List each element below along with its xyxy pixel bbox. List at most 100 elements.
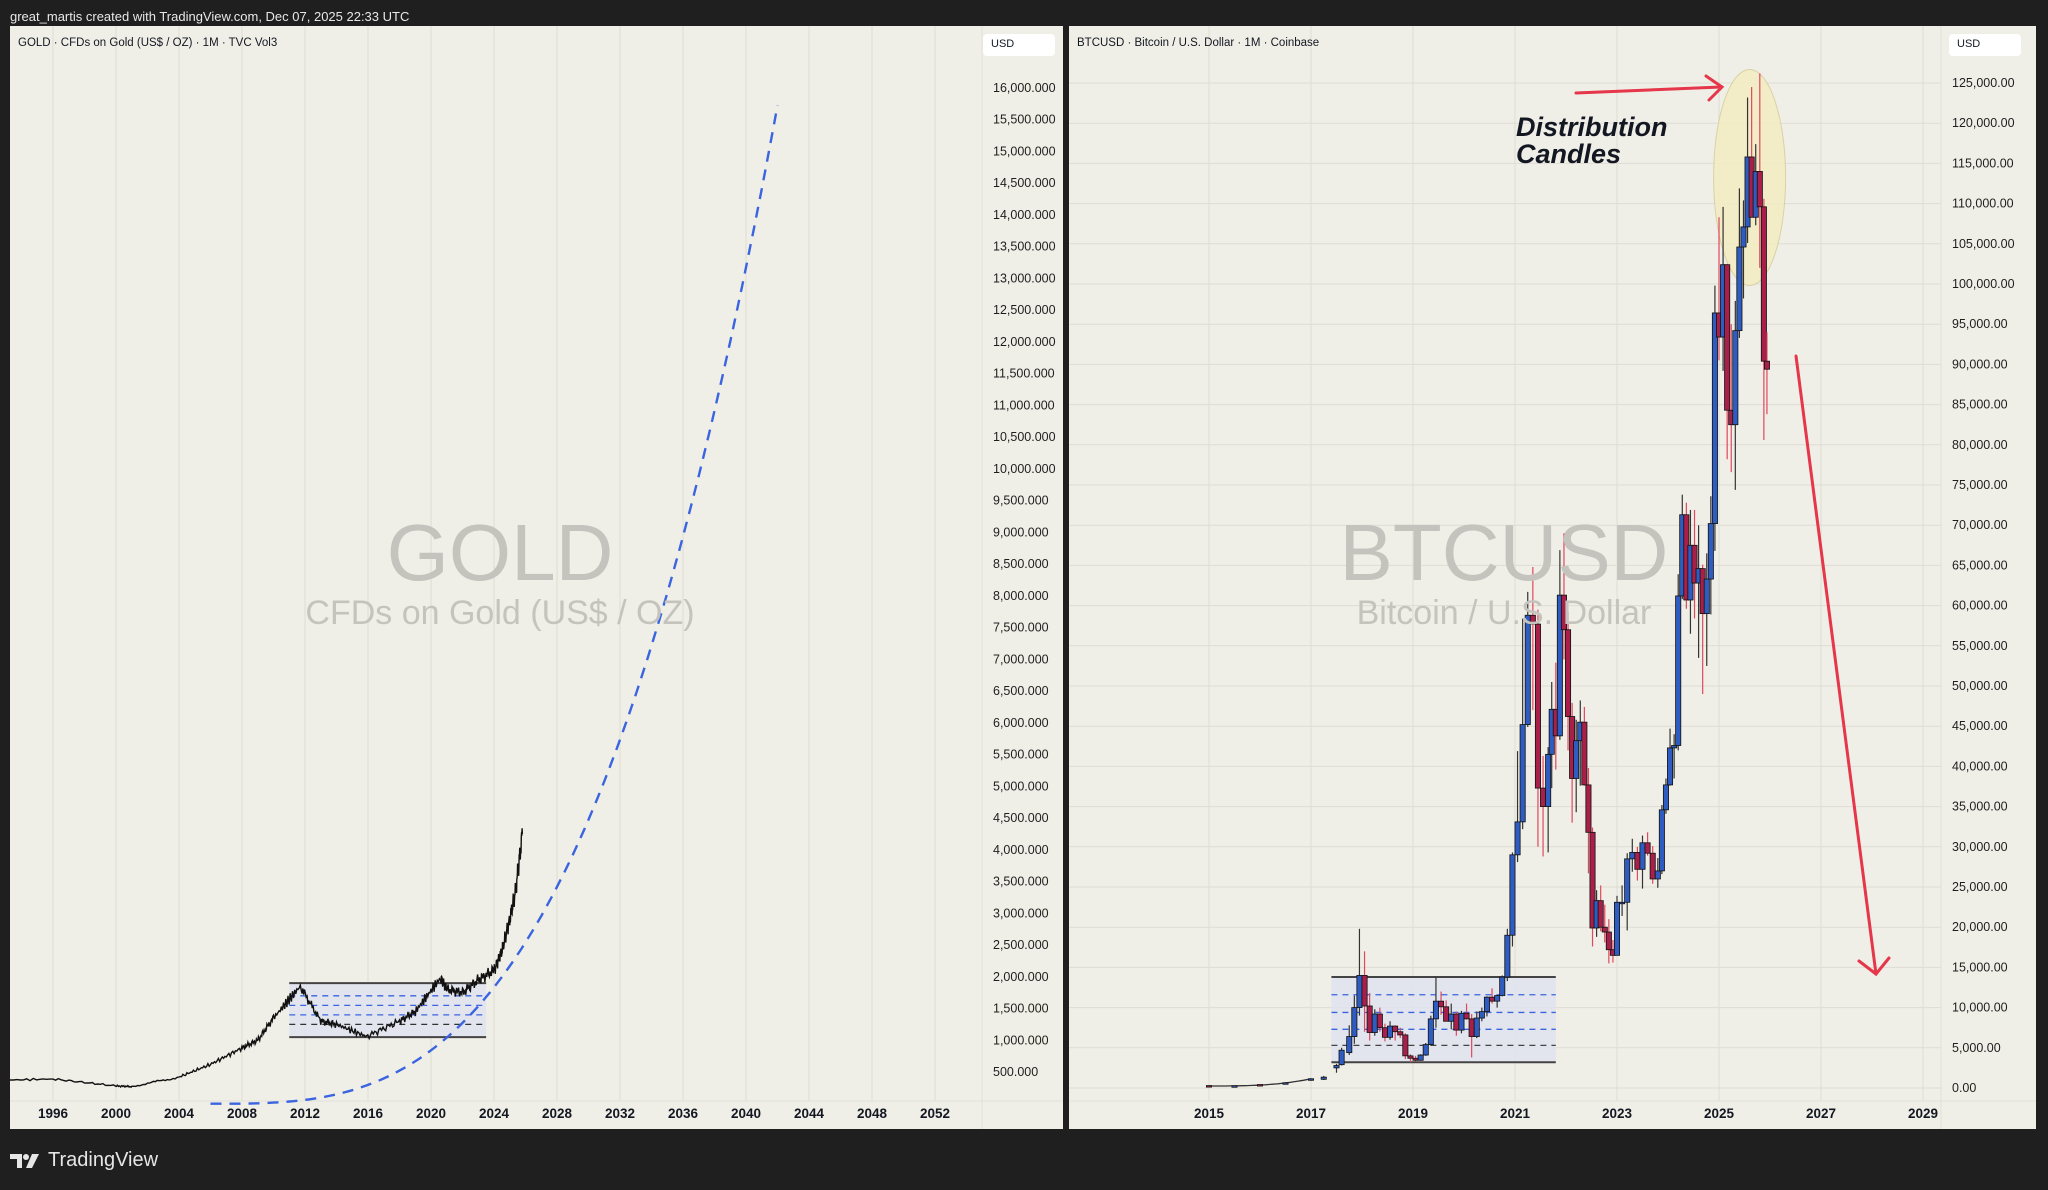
btc-candle <box>1736 188 1743 338</box>
gold-price-tick: 8,500.000 <box>993 557 1049 571</box>
btc-candle <box>1231 1085 1238 1088</box>
btc-candle <box>1483 996 1490 1017</box>
btc-candle <box>1361 951 1368 1032</box>
arrow-head <box>1704 74 1725 102</box>
candle-body <box>1256 1084 1263 1087</box>
btc-candle <box>1601 904 1608 943</box>
candle-body <box>1494 995 1501 1002</box>
gold-price-tick: 5,000.000 <box>993 779 1049 793</box>
gold-chart-canvas[interactable]: 1996 2000 2004 2008 2012 2016 2020 2024 2028 2032… <box>10 26 1063 1129</box>
btc-price-tick: 25,000.00 <box>1952 880 2008 894</box>
btc-currency-button[interactable]: USD <box>1949 34 2021 56</box>
gold-chart-panel[interactable]: 1996 2000 2004 2008 2012 2016 2020 2024 2028 2032… <box>10 26 1063 1129</box>
btc-time-tick: 2027 <box>1806 1106 1836 1121</box>
btc-candle <box>1529 567 1536 711</box>
annotation-line-2: Candles <box>1516 139 1622 169</box>
btc-candle <box>1432 977 1439 1028</box>
btc-time-tick: 2023 <box>1602 1106 1633 1121</box>
gold-time-tick: 2044 <box>794 1106 825 1121</box>
gold-price-tick: 500.000 <box>993 1065 1038 1079</box>
btc-candle <box>1560 533 1567 660</box>
candle-body <box>1463 1012 1470 1020</box>
gold-watermark-desc: CFDs on Gold (US$ / OZ) <box>305 594 695 632</box>
gold-price-tick: 14,500.000 <box>993 176 1056 190</box>
tradingview-logo-icon <box>10 1153 39 1168</box>
candle-body <box>1519 724 1526 823</box>
candle-body <box>1639 842 1646 870</box>
btc-price-tick: 80,000.00 <box>1952 438 2008 452</box>
candle-body <box>1387 1025 1394 1038</box>
candle-body <box>1707 523 1714 580</box>
distribution-candles-annotation: Distribution Candles <box>1516 114 1667 168</box>
btc-legend: BTCUSD · Bitcoin / U.S. Dollar · 1M · Co… <box>1077 37 1320 49</box>
candle-body <box>1381 1027 1388 1038</box>
candle-body <box>1443 1006 1450 1022</box>
gold-price-tick: 9,500.000 <box>993 494 1049 508</box>
candle-body <box>1333 1065 1340 1069</box>
gold-price-tick: 15,000.000 <box>993 144 1056 158</box>
candle-body <box>1740 226 1747 248</box>
candle-body <box>1624 858 1631 903</box>
btc-candle <box>1667 728 1674 786</box>
candle-body <box>1361 975 1368 1007</box>
gold-time-tick: 2040 <box>731 1106 761 1121</box>
btc-candle <box>1619 885 1626 916</box>
btc-price-tick: 0.00 <box>1952 1081 1976 1095</box>
btc-candle <box>1307 1078 1314 1081</box>
candle-body <box>1351 1007 1358 1037</box>
btc-price-tick: 55,000.00 <box>1952 639 2008 653</box>
candle-body <box>1524 614 1531 725</box>
candle-body <box>1422 1044 1429 1056</box>
candle-body <box>1658 809 1665 872</box>
gold-price-tick: 3,000.000 <box>993 906 1049 920</box>
btc-price-tick: 35,000.00 <box>1952 800 2008 814</box>
candle-body <box>1417 1054 1424 1061</box>
gold-time-tick: 2048 <box>857 1106 888 1121</box>
candle-body <box>1565 629 1572 717</box>
btc-candle <box>1639 835 1646 889</box>
btc-candle <box>1711 285 1718 551</box>
candle-body <box>1732 330 1739 426</box>
btc-price-tick: 15,000.00 <box>1952 960 2008 974</box>
gold-time-tick: 2032 <box>605 1106 635 1121</box>
candle-body <box>1478 1011 1485 1019</box>
btc-candle <box>1524 591 1531 728</box>
btc-candle <box>1614 895 1621 956</box>
btc-candle <box>1356 928 1363 1016</box>
gold-price-tick: 10,500.000 <box>993 430 1056 444</box>
attribution-text: great_martis created with TradingView.co… <box>10 9 410 24</box>
candle-body <box>1560 594 1567 631</box>
candle-body <box>1601 926 1608 933</box>
btc-candle <box>1649 845 1656 884</box>
annotation-line-1: Distribution <box>1516 112 1668 142</box>
btc-candle <box>1376 1007 1383 1032</box>
btc-candle <box>1458 1010 1465 1034</box>
btc-candle <box>1724 263 1731 460</box>
gold-time-tick: 2036 <box>668 1106 699 1121</box>
gold-time-tick: 2052 <box>920 1106 950 1121</box>
btc-candle <box>1407 1054 1414 1063</box>
candle-body <box>1307 1078 1314 1081</box>
candle-body <box>1346 1036 1353 1054</box>
btc-candle <box>1473 1011 1480 1039</box>
arrow-shaft <box>1574 85 1723 95</box>
btc-chart-panel[interactable]: 0.00 5,000.00 10,000.00 15,000.00 20,000.00 2… <box>1069 26 2036 1129</box>
btc-candle <box>1756 73 1763 268</box>
gold-time-tick: 2016 <box>353 1106 384 1121</box>
candle-body <box>1392 1025 1399 1033</box>
btc-price-tick: 45,000.00 <box>1952 719 2008 733</box>
gold-currency-button[interactable]: USD <box>983 34 1055 56</box>
btc-chart-canvas[interactable]: 0.00 5,000.00 10,000.00 15,000.00 20,000.00 2… <box>1069 26 2036 1129</box>
gold-price-tick: 2,000.000 <box>993 970 1049 984</box>
btc-time-tick: 2017 <box>1296 1106 1326 1121</box>
btc-candle <box>1573 719 1580 813</box>
down-arrow-annotation <box>1794 354 1891 977</box>
candle-body <box>1760 206 1767 362</box>
tradingview-footer[interactable]: TradingView <box>10 1149 158 1172</box>
gold-price-tick: 6,500.000 <box>993 684 1049 698</box>
btc-candle <box>1499 975 1506 997</box>
btc-candle <box>1624 853 1631 931</box>
btc-price-tick: 30,000.00 <box>1952 840 2008 854</box>
btc-price-tick: 40,000.00 <box>1952 759 2008 773</box>
gold-price-tick: 15,500.000 <box>993 113 1056 127</box>
